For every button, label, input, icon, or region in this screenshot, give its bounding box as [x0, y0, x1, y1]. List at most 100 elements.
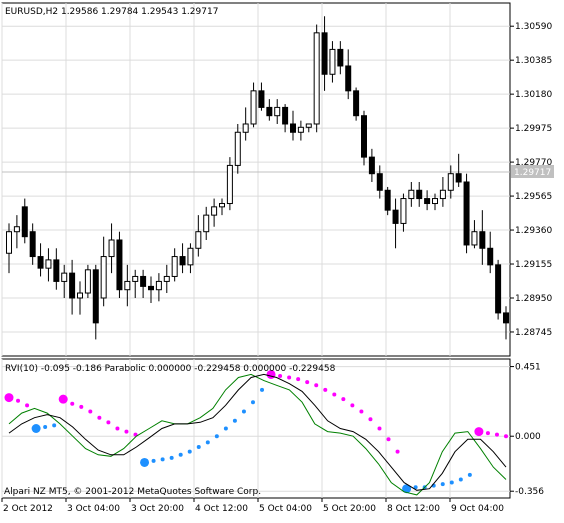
sar-dot: [449, 480, 454, 485]
rvi-tick-label: 0.451: [515, 363, 541, 373]
sar-dot: [314, 383, 319, 388]
sar-dot: [205, 440, 210, 445]
time-axis[interactable]: 2 Oct 2012 3 Oct 04:00 3 Oct 20:00 4 Oct 12…: [1, 498, 504, 514]
candle-body-bear: [29, 231, 36, 258]
candle-body-bull: [195, 231, 202, 249]
candle-body-bear: [37, 256, 44, 269]
candle-body-bear: [361, 115, 367, 158]
candle: [250, 82, 257, 128]
candle: [274, 99, 281, 124]
rvi-main-line: [8, 373, 507, 496]
candle: [219, 198, 225, 216]
rvi-signal-line: [8, 373, 507, 491]
candle: [92, 264, 99, 340]
candle: [21, 198, 28, 244]
main-panel[interactable]: [1, 2, 511, 357]
candle-body-bull: [84, 269, 91, 294]
price-tick-label: 1.28745: [515, 328, 552, 338]
candle-body-bear: [337, 48, 344, 67]
candles-layer: [6, 16, 509, 340]
sar-dot: [395, 449, 400, 454]
candle-body-bull: [219, 203, 225, 208]
candle-body-bear: [424, 198, 431, 205]
sar-dot: [223, 426, 228, 431]
candle: [179, 243, 186, 274]
candle: [203, 206, 210, 240]
sar-dot: [196, 445, 201, 450]
candle-body-bear: [416, 189, 423, 200]
candle-body-bull: [45, 259, 52, 269]
sar-dot: [368, 417, 373, 422]
price-tick-label: 1.29770: [515, 158, 552, 168]
price-tick-label: 1.30385: [515, 56, 552, 66]
candle: [45, 248, 52, 282]
candle: [148, 276, 154, 303]
sar-dot: [260, 387, 265, 392]
sar-dot: [232, 418, 237, 423]
sar-dot: [440, 482, 445, 487]
candle-body-bear: [116, 239, 123, 291]
candle-body-bull: [305, 123, 312, 128]
candle: [124, 264, 131, 307]
sar-dot: [350, 403, 355, 408]
candle: [108, 223, 115, 274]
candle-body-bear: [503, 312, 509, 324]
candle-body-bear: [140, 275, 147, 287]
candle-body-bull: [408, 189, 415, 200]
candle: [155, 273, 162, 302]
sar-dot: [377, 426, 382, 431]
candle: [100, 236, 107, 307]
candle-body-bull: [211, 206, 218, 216]
time-tick-label: 8 Oct 12:00: [387, 504, 440, 514]
sar-reversal-dot: [402, 484, 412, 494]
candle: [171, 248, 178, 282]
candle: [290, 110, 296, 141]
candle-body-bull: [100, 256, 107, 299]
candle-body-bull: [439, 189, 446, 200]
candle: [495, 259, 502, 320]
candle-body-bull: [250, 90, 257, 125]
sar-reversal-dot: [31, 424, 41, 433]
candle: [53, 248, 60, 290]
sar-reversal-dot: [474, 427, 484, 437]
rvi-axis[interactable]: 0.451 0.000 -0.356: [510, 363, 544, 498]
price-tick-label: 1.30180: [515, 90, 552, 100]
candle: [447, 165, 454, 199]
candle-body-bull: [203, 214, 210, 233]
sar-dot: [124, 429, 129, 434]
time-tick-label: 5 Oct 04:00: [259, 504, 312, 514]
candle-body-bull: [163, 275, 170, 282]
candle: [140, 269, 147, 298]
candle: [242, 107, 249, 141]
sub-grid: [1, 359, 510, 498]
candle: [226, 157, 233, 211]
time-tick-label: 3 Oct 20:00: [131, 504, 184, 514]
candle: [384, 186, 391, 216]
sar-dot: [467, 472, 472, 477]
price-tick-label: 1.29360: [515, 226, 552, 236]
candle: [282, 104, 289, 133]
main-price-axis[interactable]: 1.30590 1.30385 1.30180 1.29975 1.29770 1.295…: [510, 22, 552, 338]
sar-dot: [287, 375, 292, 380]
candle-body-bull: [297, 126, 304, 133]
sar-dot: [504, 434, 508, 439]
copyright-text: Alpari NZ MT5, © 2001-2012 MetaQuotes So…: [4, 487, 261, 497]
candle: [77, 281, 83, 315]
candle-body-bear: [455, 173, 462, 183]
candle: [471, 220, 478, 249]
candle: [116, 231, 123, 298]
sar-dot: [494, 432, 499, 437]
sub-panel[interactable]: [1, 358, 511, 499]
candle-body-bull: [132, 275, 139, 282]
candle-body-bear: [92, 269, 99, 324]
candle-body-bear: [384, 189, 391, 211]
candle: [416, 181, 423, 207]
rvi-layer: [8, 373, 507, 496]
candle-body-bull: [155, 280, 162, 291]
candle: [61, 264, 68, 298]
rvi-tick-label: 0.000: [515, 432, 541, 442]
current-price-label: 1.29717: [514, 168, 551, 178]
candle-body-bear: [53, 259, 60, 282]
